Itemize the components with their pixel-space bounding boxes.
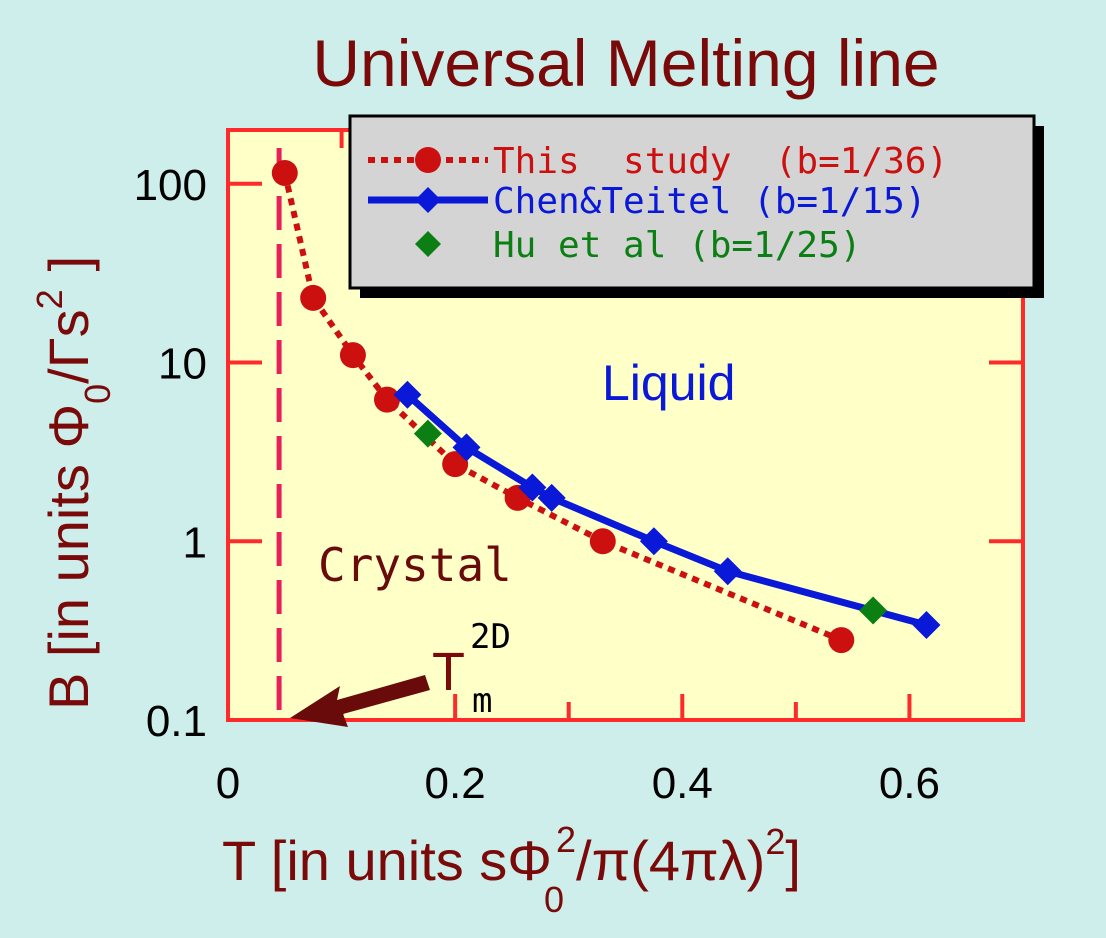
data-point: [374, 386, 400, 413]
ylabel-main: B [in units Φ: [37, 404, 100, 710]
tick-labels: 0 0.2 0.4 0.6 100 10 1 0.1: [134, 161, 940, 808]
series-layer: [271, 159, 941, 654]
chart-title: Universal Melting line: [312, 26, 939, 100]
y-axis-label: B [in units Φ0/Γs2]: [29, 256, 118, 710]
data-point: [271, 159, 298, 186]
y-tick-label: 100: [134, 161, 207, 210]
data-point: [452, 433, 481, 462]
data-point: [713, 557, 742, 586]
tm-label: T: [432, 642, 465, 702]
ylabel-sup: 2: [29, 289, 70, 309]
xlabel-main: T [in units sΦ: [222, 829, 552, 892]
x-axis-label: T [in units sΦ 0 2/π(4πλ)2]: [222, 819, 801, 920]
data-point: [413, 419, 442, 448]
y-tick-label: 10: [158, 340, 207, 389]
legend-marker-2: [415, 231, 441, 257]
x-tick-label: 0.4: [652, 759, 713, 808]
tm-superscript: 2D: [470, 617, 511, 657]
legend-marker-0: [415, 147, 441, 173]
xlabel-sup: 2: [556, 819, 576, 860]
data-point: [339, 342, 366, 369]
legend-label-1: Chen&Teitel (b=1/15): [493, 181, 926, 222]
data-point: [518, 473, 547, 502]
liquid-region-label: Liquid: [602, 355, 735, 411]
data-point: [300, 284, 327, 311]
legend: This study (b=1/36)Chen&Teitel (b=1/15)H…: [348, 114, 1044, 298]
data-point: [589, 528, 616, 555]
x-tick-label: 0.2: [425, 759, 486, 808]
data-point: [859, 596, 888, 625]
ylabel-mid: /Γs: [37, 309, 100, 383]
ylabel-close: ]: [37, 256, 100, 272]
data-point: [639, 527, 668, 556]
tm-annotation: T 2D m: [290, 617, 511, 727]
data-point: [537, 483, 566, 512]
x-tick-label: 0: [216, 759, 240, 808]
xlabel-close: ]: [785, 829, 801, 892]
ylabel-sub: 0: [77, 384, 118, 404]
data-point: [912, 611, 941, 640]
crystal-region-label: Crystal: [318, 538, 512, 592]
y-tick-label: 1: [183, 518, 207, 567]
x-tick-label: 0.6: [879, 759, 940, 808]
legend-label-0: This study (b=1/36): [493, 141, 948, 182]
svg-text:B [in units Φ0/Γs2]: B [in units Φ0/Γs2]: [29, 256, 118, 710]
y-tick-label: 0.1: [146, 697, 207, 746]
xlabel-sup2: 2: [765, 821, 785, 862]
xlabel-tail: /π(4πλ): [576, 829, 765, 892]
legend-marker-1: [415, 187, 441, 213]
tm-subscript: m: [472, 681, 492, 721]
data-point: [828, 627, 855, 654]
legend-label-2: Hu et al (b=1/25): [493, 225, 861, 266]
data-point: [393, 380, 422, 409]
data-point: [442, 451, 469, 478]
xlabel-sub: 0: [544, 879, 564, 920]
legend-items: This study (b=1/36)Chen&Teitel (b=1/15)H…: [368, 141, 948, 266]
tm-arrow-icon: [290, 675, 430, 727]
